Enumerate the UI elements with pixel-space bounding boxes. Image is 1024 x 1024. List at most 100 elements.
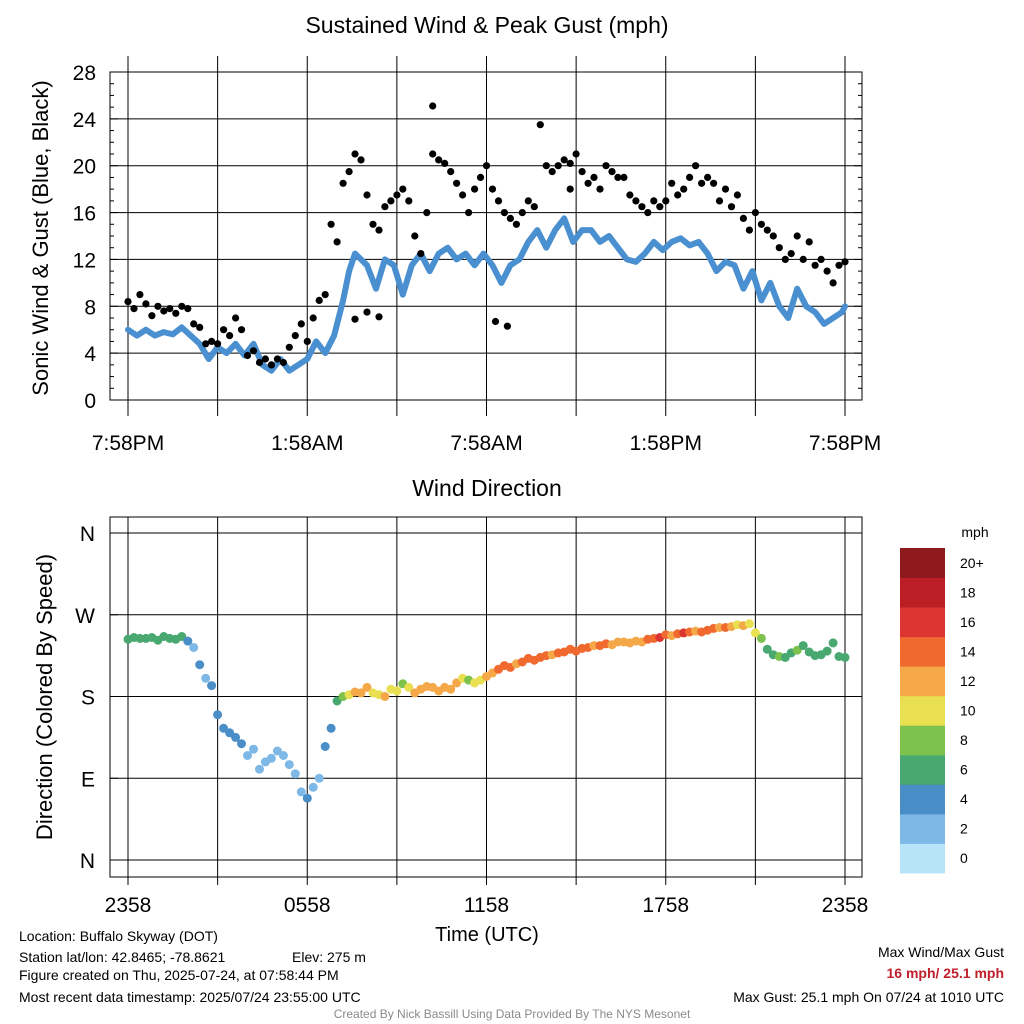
direction-point bbox=[380, 692, 390, 701]
gust-point bbox=[608, 168, 616, 176]
gust-point bbox=[626, 191, 634, 199]
gust-point bbox=[554, 162, 562, 170]
direction-y-tick-label: N bbox=[80, 850, 95, 873]
gust-point bbox=[769, 232, 777, 240]
wind-x-tick-label: 7:58PM bbox=[809, 432, 881, 455]
gust-point bbox=[775, 244, 783, 252]
gust-point bbox=[542, 162, 550, 170]
gust-point bbox=[590, 173, 598, 181]
sustained-wind-series bbox=[125, 215, 848, 374]
gust-point bbox=[237, 326, 246, 334]
gust-point bbox=[208, 337, 216, 345]
direction-point bbox=[750, 628, 760, 638]
direction-point bbox=[296, 787, 306, 797]
gust-point bbox=[799, 255, 807, 263]
gust-point bbox=[763, 226, 771, 234]
gust-point bbox=[435, 156, 443, 164]
direction-y-axis-label: Direction (Colored By Speed) bbox=[32, 554, 57, 840]
gust-point bbox=[261, 355, 269, 363]
gust-point bbox=[482, 162, 491, 170]
gust-point bbox=[710, 179, 718, 187]
wind-y-tick-label: 12 bbox=[73, 249, 96, 272]
gust-point bbox=[500, 209, 508, 217]
gust-point bbox=[566, 159, 574, 167]
gust-point bbox=[536, 121, 544, 129]
gust-point bbox=[220, 326, 228, 334]
gust-point bbox=[411, 232, 419, 240]
gust-point bbox=[692, 162, 700, 170]
gust-point bbox=[333, 238, 341, 246]
colorbar-swatch bbox=[900, 695, 945, 726]
gust-point bbox=[602, 162, 610, 170]
direction-point bbox=[237, 739, 246, 749]
direction-point bbox=[195, 660, 205, 670]
wind-x-tick-label: 7:58AM bbox=[450, 432, 522, 455]
colorbar-swatch bbox=[900, 754, 945, 785]
direction-point bbox=[308, 782, 318, 792]
gust-point bbox=[130, 305, 138, 313]
direction-point bbox=[278, 751, 288, 760]
direction-point bbox=[356, 688, 366, 698]
direction-point bbox=[302, 793, 312, 803]
direction-point bbox=[207, 681, 217, 691]
gust-point bbox=[124, 298, 132, 306]
gust-point bbox=[363, 191, 371, 199]
gust-point bbox=[381, 203, 389, 211]
colorbar-label: 2 bbox=[960, 821, 968, 837]
colorbar-swatch bbox=[900, 725, 945, 756]
colorbar-title: mph bbox=[961, 524, 988, 540]
direction-point bbox=[290, 769, 300, 779]
wind-y-tick-label: 24 bbox=[73, 109, 97, 132]
colorbar-label: 6 bbox=[960, 762, 968, 778]
gust-point bbox=[805, 238, 813, 246]
direction-point bbox=[320, 742, 330, 751]
direction-point bbox=[255, 764, 264, 774]
direction-y-tick-label: N bbox=[80, 523, 95, 546]
recent-data-text: Most recent data timestamp: 2025/07/24 2… bbox=[19, 989, 361, 1005]
direction-point bbox=[798, 641, 808, 651]
gust-point bbox=[494, 197, 503, 205]
gust-point bbox=[417, 250, 425, 258]
wind-chart-title: Sustained Wind & Peak Gust (mph) bbox=[305, 12, 668, 38]
gust-point bbox=[369, 220, 377, 228]
max-label: Max Wind/Max Gust bbox=[877, 944, 1004, 960]
colorbar-swatch bbox=[900, 813, 945, 844]
colorbar-label: 16 bbox=[960, 614, 976, 630]
gust-point bbox=[787, 250, 795, 258]
gust-point bbox=[578, 168, 586, 176]
wind-x-tick-label: 1:58PM bbox=[630, 432, 702, 455]
max-value: 16 mph/ 25.1 mph bbox=[886, 965, 1004, 981]
gust-point bbox=[817, 255, 825, 263]
direction-point bbox=[266, 753, 276, 763]
gust-point bbox=[339, 179, 347, 187]
gust-point bbox=[459, 191, 467, 199]
wind-y-ticks: 0 4 8 12 16 20 24 28 bbox=[73, 62, 862, 413]
gust-point bbox=[249, 347, 258, 355]
gust-point bbox=[829, 279, 837, 287]
gust-point bbox=[835, 261, 843, 269]
gust-point bbox=[739, 214, 748, 222]
gust-point bbox=[638, 203, 646, 211]
gust-point bbox=[154, 302, 162, 310]
direction-point bbox=[822, 646, 832, 656]
direction-point bbox=[243, 751, 252, 760]
wind-y-tick-label: 20 bbox=[73, 156, 96, 179]
gust-point bbox=[476, 173, 485, 181]
gust-point bbox=[721, 185, 730, 193]
gust-point bbox=[255, 358, 264, 367]
colorbar-label: 10 bbox=[960, 703, 976, 719]
wind-y-axis-label: Sonic Wind & Gust (Blue, Black) bbox=[28, 80, 53, 395]
gust-point bbox=[491, 317, 500, 326]
gust-point bbox=[423, 209, 431, 217]
colorbar-label: 4 bbox=[960, 791, 968, 807]
gust-point bbox=[375, 313, 383, 321]
gust-point bbox=[614, 173, 622, 181]
direction-y-tick-label: S bbox=[81, 687, 95, 710]
colorbar-swatch bbox=[900, 577, 945, 608]
gust-point bbox=[273, 355, 281, 363]
credit-text: Created By Nick Bassill Using Data Provi… bbox=[333, 1007, 691, 1021]
direction-series bbox=[123, 619, 850, 803]
gust-point bbox=[668, 179, 676, 187]
gust-point bbox=[650, 197, 658, 205]
